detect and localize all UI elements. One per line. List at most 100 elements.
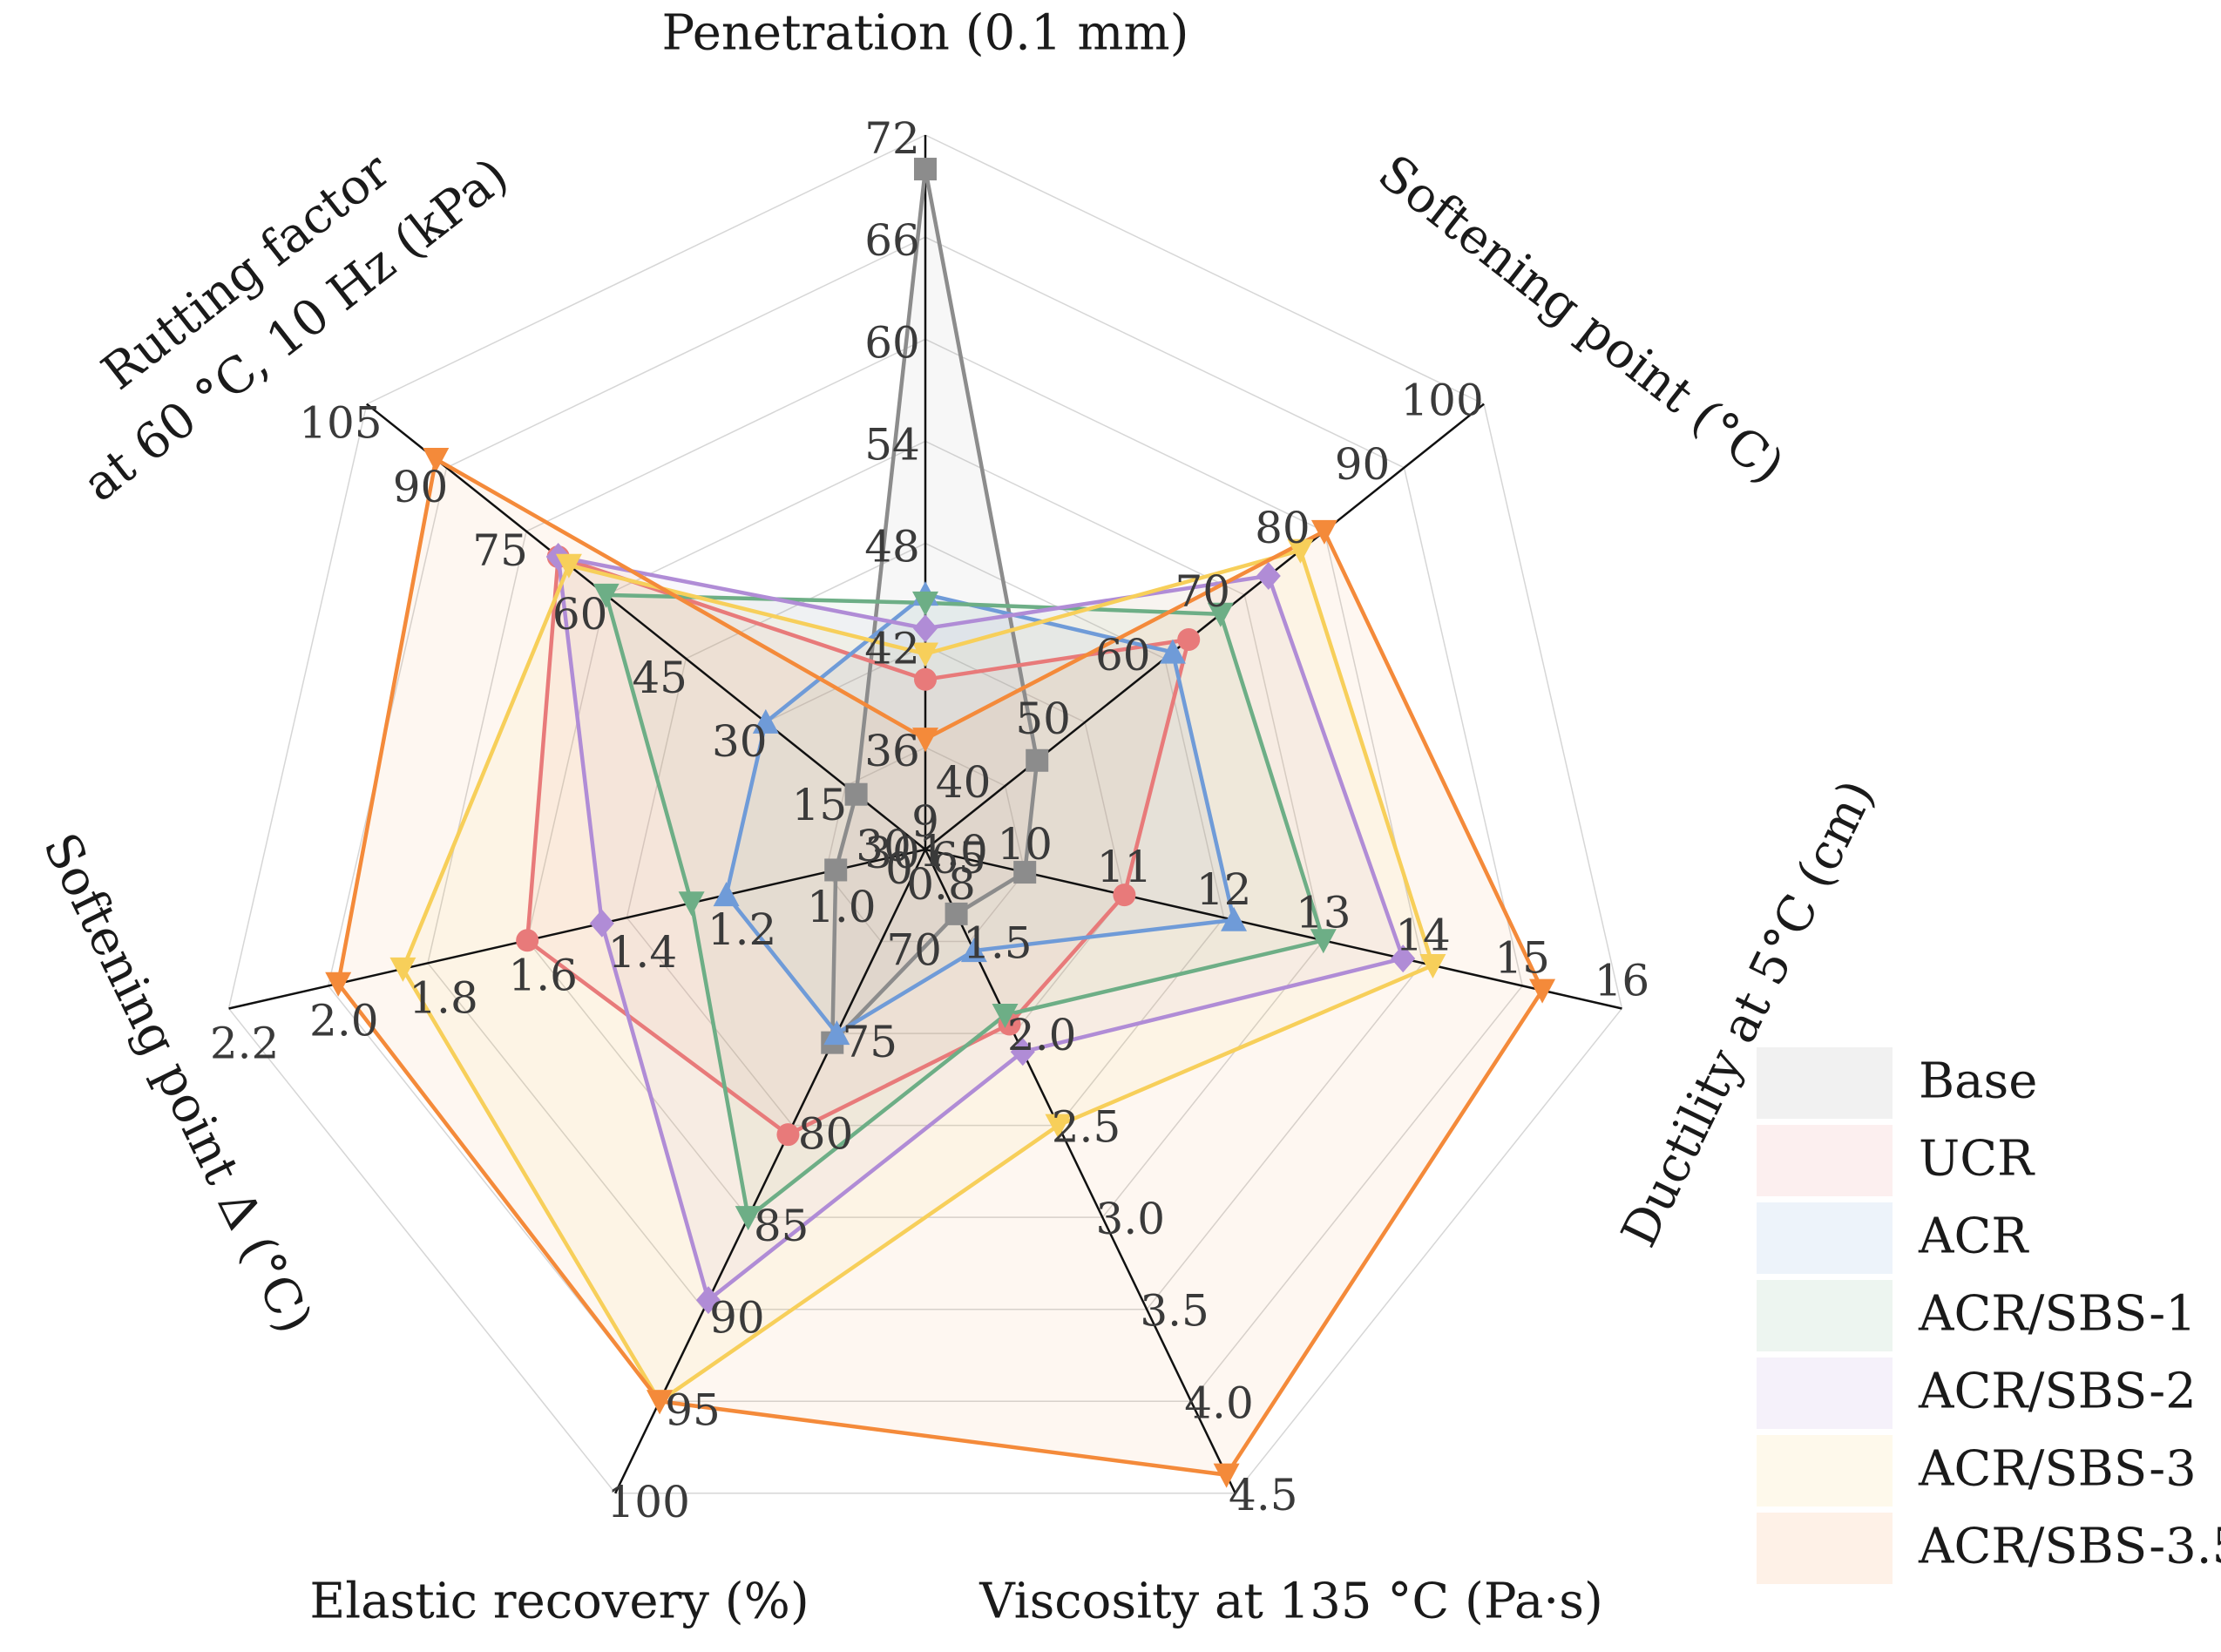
tick-label-penetration-3: 48: [864, 522, 920, 572]
legend-label-acr-sbs-1: ACR/SBS-1: [1918, 1286, 2197, 1343]
series-line-acr-sbs-1: [604, 592, 1326, 1220]
data-point-ucr-elastic: [776, 1123, 800, 1147]
grid-ring-6: [327, 236, 1524, 1403]
tick-label-softening-2: 50: [1015, 694, 1071, 744]
data-point-acr-sbs-1-softening: [1207, 602, 1234, 627]
legend-swatch-acr-sbs-3: [1757, 1435, 1893, 1506]
data-point-acr-elastic: [823, 1020, 850, 1046]
tick-label-ductility-3: 12: [1196, 864, 1252, 915]
tick-label-elastic-3: 80: [798, 1109, 854, 1160]
series-fill-acr-sbs-3: [403, 550, 1433, 1402]
axis-title-elastic: Elastic recovery (%): [309, 1574, 809, 1630]
series-markers: [325, 158, 1556, 1488]
data-point-acr-sbs-2-viscosity: [1010, 1038, 1035, 1066]
tick-label-sp_delta-6: 2.0: [309, 995, 379, 1046]
data-point-acr-sbs-1-elastic: [735, 1206, 762, 1231]
legend-label-ucr: UCR: [1919, 1131, 2035, 1188]
tick-label-viscosity-3: 2.5: [1052, 1102, 1121, 1153]
tick-label-sp_delta-5: 1.8: [409, 972, 478, 1023]
tick-label-softening-4: 70: [1175, 566, 1230, 617]
data-point-acr-rutting: [752, 708, 779, 734]
data-point-ucr-penetration: [914, 667, 937, 691]
tick-label-ductility-0: 9: [911, 796, 939, 847]
tick-label-ductility-6: 15: [1494, 932, 1550, 983]
data-point-acr-sbs-3-5-viscosity: [1213, 1463, 1240, 1488]
data-point-base-rutting: [844, 782, 868, 806]
tick-label-viscosity-6: 4.0: [1184, 1378, 1254, 1428]
tick-label-viscosity-5: 3.5: [1140, 1286, 1209, 1337]
tick-label-rutting-6: 90: [393, 462, 449, 512]
tick-label-elastic-0: 65: [931, 833, 986, 884]
data-point-acr-sbs-1-viscosity: [992, 1003, 1019, 1028]
legend: Base UCR ACR ACR/SBS-1 ACR/SBS-2 ACR/SBS-3 ACR…: [1757, 1047, 2221, 1584]
tick-label-rutting-1: 15: [792, 780, 848, 830]
tick-label-softening-1: 40: [936, 757, 992, 808]
tick-label-rutting-4: 60: [552, 589, 608, 640]
data-point-acr-sbs-3-penetration: [912, 642, 938, 667]
tick-label-sp_delta-1: 1.0: [807, 882, 877, 932]
series-line-acr: [724, 592, 1236, 1036]
tick-label-penetration-5: 60: [864, 317, 920, 368]
data-point-acr-sbs-1-sp_delta: [678, 891, 705, 917]
tick-label-penetration-7: 72: [864, 113, 920, 164]
axis-line-ductility: [924, 848, 1622, 1010]
tick-label-ductility-2: 11: [1097, 842, 1153, 892]
tick-label-ductility-1: 10: [997, 819, 1053, 870]
tick-label-softening-6: 90: [1335, 439, 1391, 490]
legend-swatch-acr: [1757, 1202, 1893, 1274]
axis-title-viscosity: Viscosity at 135 °C (Pa·s): [978, 1574, 1603, 1630]
series-line-base: [830, 166, 1039, 1045]
tick-label-rutting-3: 45: [632, 653, 687, 703]
tick-label-softening-0: 30: [856, 821, 911, 871]
legend-swatch-acr-sbs-2: [1757, 1357, 1893, 1429]
legend-swatch-ucr: [1757, 1125, 1893, 1196]
tick-label-ductility-7: 16: [1595, 956, 1650, 1006]
tick-label-sp_delta-2: 1.2: [708, 904, 777, 955]
data-point-base-sp_delta: [824, 858, 848, 882]
tick-label-viscosity-1: 1.5: [963, 918, 1033, 969]
legend-label-acr-sbs-3-5: ACR/SBS-3.5: [1918, 1519, 2221, 1575]
tick-label-sp_delta-4: 1.6: [508, 950, 578, 1000]
tick-label-softening-7: 100: [1400, 376, 1483, 426]
tick-label-penetration-2: 42: [864, 624, 920, 674]
axis-title-penetration: Penetration (0.1 mm): [662, 5, 1189, 62]
tick-label-viscosity-7: 4.5: [1229, 1470, 1298, 1520]
tick-label-viscosity-2: 2.0: [1007, 1010, 1077, 1060]
data-point-acr-sbs-1-ductility: [1310, 929, 1337, 954]
data-point-acr-sbs-3-rutting: [555, 553, 582, 579]
tick-label-penetration-4: 54: [864, 419, 920, 470]
tick-label-rutting-5: 75: [472, 525, 528, 576]
data-point-base-penetration: [914, 158, 937, 181]
tick-label-viscosity-4: 3.0: [1096, 1194, 1166, 1244]
data-point-acr-sbs-3-5-penetration: [912, 728, 938, 753]
data-point-acr-sbs-3-ductility: [1419, 953, 1446, 978]
tick-label-softening-3: 60: [1095, 630, 1151, 680]
series-fill-ucr: [527, 557, 1189, 1135]
data-point-acr-sbs-3-5-sp_delta: [325, 972, 352, 997]
axis-line-softening: [924, 403, 1485, 850]
data-point-acr-sbs-2-ductility: [1391, 944, 1416, 973]
legend-label-base: Base: [1919, 1053, 2037, 1110]
tick-label-elastic-1: 70: [886, 925, 942, 976]
data-point-acr-sbs-2-softening: [1256, 561, 1281, 590]
tick-label-elastic-5: 90: [709, 1293, 765, 1344]
data-point-acr-sbs-3-softening: [1287, 538, 1314, 564]
grid-ring-5: [427, 338, 1424, 1310]
tick-label-viscosity-0: 1.0: [918, 826, 988, 877]
data-point-acr-viscosity: [960, 938, 987, 963]
tick-label-sp_delta-3: 1.4: [608, 927, 678, 978]
legend-swatch-base: [1757, 1047, 1893, 1119]
legend-swatch-acr-sbs-1: [1757, 1280, 1893, 1351]
data-point-base-softening: [1026, 748, 1049, 772]
series-lines: [335, 166, 1545, 1477]
legend-label-acr-sbs-3: ACR/SBS-3: [1918, 1441, 2197, 1498]
tick-label-ductility-4: 13: [1296, 887, 1351, 938]
data-point-acr-sbs-2-penetration: [913, 614, 938, 643]
tick-label-elastic-2: 75: [842, 1017, 897, 1067]
data-point-acr-sbs-3-5-softening: [1310, 519, 1337, 545]
tick-label-elastic-7: 100: [606, 1477, 689, 1527]
tick-label-elastic-4: 85: [754, 1201, 809, 1251]
tick-label-rutting-7: 105: [299, 398, 382, 449]
data-point-ucr-ductility: [1113, 884, 1136, 907]
